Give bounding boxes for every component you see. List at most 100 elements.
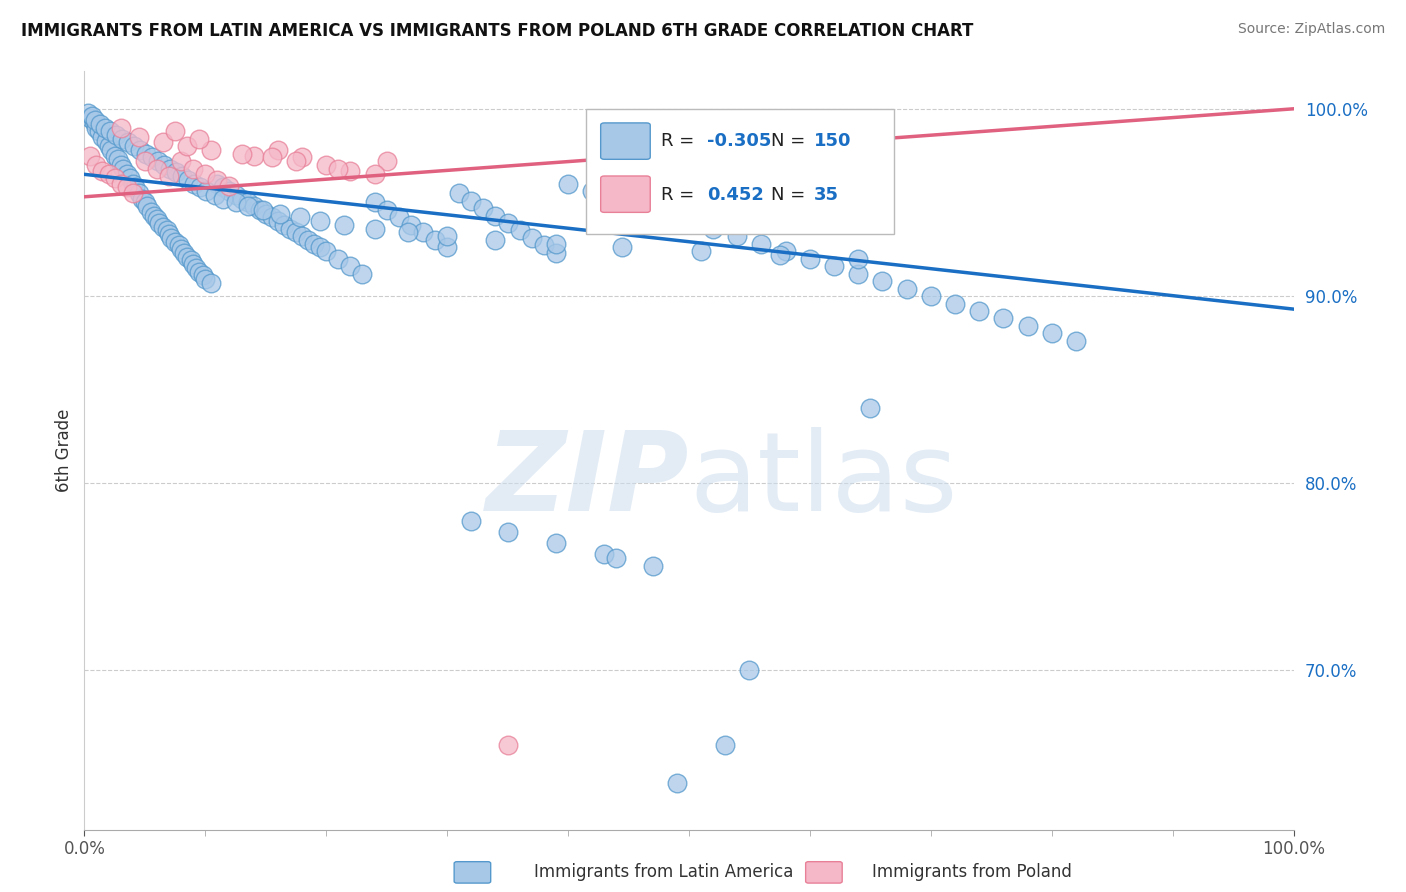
Point bbox=[896, 281, 918, 295]
Point bbox=[91, 129, 114, 144]
Point bbox=[124, 180, 146, 194]
Point bbox=[690, 244, 713, 258]
Point bbox=[184, 260, 207, 275]
Point bbox=[79, 111, 101, 125]
Point bbox=[363, 195, 385, 210]
Point bbox=[152, 219, 174, 234]
Point bbox=[581, 184, 603, 198]
Point bbox=[104, 128, 127, 142]
Text: Immigrants from Latin America: Immigrants from Latin America bbox=[534, 863, 793, 881]
Point bbox=[141, 151, 163, 165]
Point bbox=[97, 167, 120, 181]
Point bbox=[412, 225, 434, 239]
Point bbox=[79, 148, 101, 162]
Point bbox=[328, 252, 350, 266]
Point bbox=[297, 233, 319, 247]
Point bbox=[1064, 334, 1087, 348]
Point bbox=[121, 186, 143, 200]
Point bbox=[859, 401, 882, 416]
Point bbox=[122, 139, 145, 153]
Point bbox=[315, 158, 337, 172]
Point bbox=[110, 177, 132, 191]
Point bbox=[83, 115, 105, 129]
Point bbox=[738, 664, 761, 678]
Point bbox=[665, 776, 688, 790]
Text: N =: N = bbox=[770, 132, 811, 150]
Text: Immigrants from Poland: Immigrants from Poland bbox=[872, 863, 1071, 881]
Point bbox=[309, 214, 332, 228]
Point bbox=[165, 165, 187, 179]
Point bbox=[363, 221, 385, 235]
Point bbox=[176, 139, 198, 153]
Point bbox=[112, 161, 135, 176]
Point bbox=[544, 246, 567, 260]
Point bbox=[593, 547, 616, 561]
Point bbox=[612, 240, 634, 254]
Point bbox=[823, 259, 845, 273]
Point bbox=[943, 296, 966, 310]
Point bbox=[678, 214, 700, 228]
Point bbox=[751, 236, 773, 251]
Point bbox=[496, 524, 519, 539]
Point bbox=[94, 120, 117, 135]
Point bbox=[107, 153, 129, 167]
Text: 35: 35 bbox=[814, 186, 838, 204]
Point bbox=[920, 289, 942, 303]
Point bbox=[155, 223, 177, 237]
Point bbox=[207, 173, 229, 187]
Point bbox=[212, 192, 235, 206]
Point bbox=[252, 202, 274, 217]
Point bbox=[436, 240, 458, 254]
Point bbox=[77, 105, 100, 120]
Point bbox=[177, 173, 200, 187]
Point bbox=[170, 154, 193, 169]
Point bbox=[98, 124, 121, 138]
Point bbox=[218, 184, 240, 198]
Point bbox=[148, 216, 170, 230]
Point bbox=[846, 267, 869, 281]
Point bbox=[111, 132, 134, 146]
Point bbox=[309, 240, 332, 254]
Point bbox=[1040, 326, 1063, 341]
Point bbox=[188, 265, 211, 279]
Text: R =: R = bbox=[661, 132, 700, 150]
FancyBboxPatch shape bbox=[600, 176, 650, 212]
Point bbox=[375, 154, 398, 169]
Point bbox=[278, 221, 301, 235]
Point bbox=[218, 178, 240, 193]
Point bbox=[605, 192, 627, 206]
Point bbox=[172, 169, 194, 184]
Point bbox=[191, 268, 214, 283]
Point bbox=[328, 161, 350, 176]
Point bbox=[190, 180, 212, 194]
Point bbox=[194, 272, 217, 286]
Point bbox=[181, 257, 204, 271]
Point bbox=[291, 151, 314, 165]
Point bbox=[180, 253, 202, 268]
Point bbox=[339, 163, 361, 178]
Point bbox=[375, 202, 398, 217]
Point bbox=[121, 177, 143, 191]
Point bbox=[273, 218, 295, 232]
Point bbox=[236, 199, 259, 213]
FancyBboxPatch shape bbox=[586, 110, 894, 235]
Point bbox=[188, 132, 211, 146]
Point bbox=[146, 212, 169, 227]
Text: atlas: atlas bbox=[689, 427, 957, 534]
Point bbox=[128, 129, 150, 144]
Text: -0.305: -0.305 bbox=[707, 132, 772, 150]
Point bbox=[97, 139, 120, 153]
Point bbox=[242, 148, 264, 162]
Point bbox=[605, 551, 627, 566]
Point bbox=[872, 274, 894, 288]
Point bbox=[544, 236, 567, 251]
Text: 0.452: 0.452 bbox=[707, 186, 763, 204]
Point bbox=[212, 180, 235, 194]
Point bbox=[269, 207, 291, 221]
Point bbox=[110, 158, 132, 172]
Point bbox=[363, 167, 385, 181]
Point bbox=[460, 514, 482, 528]
Point bbox=[86, 158, 108, 172]
Point bbox=[173, 246, 195, 260]
Point bbox=[288, 211, 311, 225]
